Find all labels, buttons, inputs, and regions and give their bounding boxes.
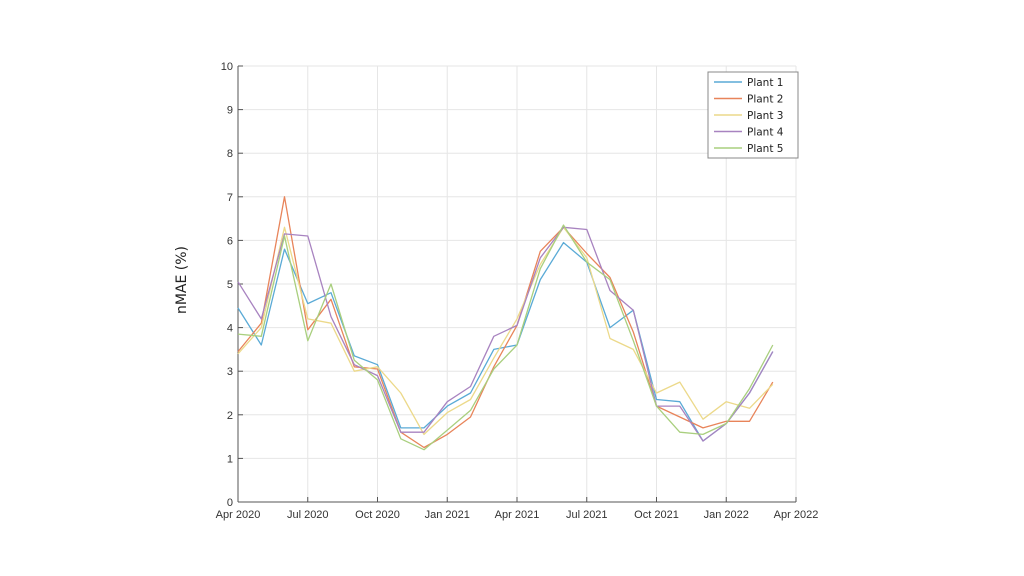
legend-label: Plant 2 <box>747 94 783 106</box>
y-tick-label: 2 <box>227 410 233 422</box>
legend-item: Plant 3 <box>714 110 783 122</box>
data-series <box>237 196 774 451</box>
x-tick-label: Oct 2020 <box>355 509 400 521</box>
y-tick-label: 10 <box>221 61 233 73</box>
legend-item: Plant 5 <box>714 143 783 155</box>
series-line-plant-2 <box>237 196 774 449</box>
x-axis-ticks: Apr 2020 Jul 2020 Oct 2020 Jan 2021 Apr 2021… <box>216 497 819 521</box>
y-tick-label: 3 <box>227 366 233 378</box>
x-tick-label: Apr 2020 <box>216 509 261 521</box>
y-tick-label: 9 <box>227 105 233 117</box>
legend-item: Plant 4 <box>714 127 784 139</box>
y-tick-label: 4 <box>227 323 233 335</box>
y-tick-label: 7 <box>227 192 233 204</box>
x-tick-label: Apr 2021 <box>495 509 540 521</box>
series-line-plant-4 <box>237 226 774 442</box>
legend-item: Plant 2 <box>714 94 783 106</box>
x-tick-label: Jan 2022 <box>704 509 749 521</box>
x-tick-label: Oct 2021 <box>634 509 679 521</box>
legend-label: Plant 5 <box>747 143 783 155</box>
legend: Plant 1 Plant 2 Plant 3 Plant 4 Plant 5 <box>707 71 799 159</box>
y-tick-label: 6 <box>227 235 233 247</box>
legend-label: Plant 1 <box>747 77 783 89</box>
y-axis-label: nMAE (%) <box>174 246 190 314</box>
y-tick-label: 0 <box>227 497 233 509</box>
series-line-plant-5 <box>237 224 774 451</box>
x-tick-label: Jul 2021 <box>566 509 608 521</box>
x-tick-label: Jul 2020 <box>287 509 329 521</box>
y-tick-label: 5 <box>227 279 233 291</box>
y-tick-label: 8 <box>227 148 233 160</box>
y-axis-ticks: 0 1 2 3 4 5 6 7 8 9 10 <box>221 61 243 509</box>
y-tick-label: 1 <box>227 453 233 465</box>
legend-item: Plant 1 <box>714 77 783 89</box>
legend-label: Plant 4 <box>747 127 784 139</box>
x-tick-label: Apr 2022 <box>774 509 819 521</box>
series-line-plant-3 <box>237 226 774 436</box>
x-tick-label: Jan 2021 <box>425 509 470 521</box>
legend-label: Plant 3 <box>747 110 783 122</box>
